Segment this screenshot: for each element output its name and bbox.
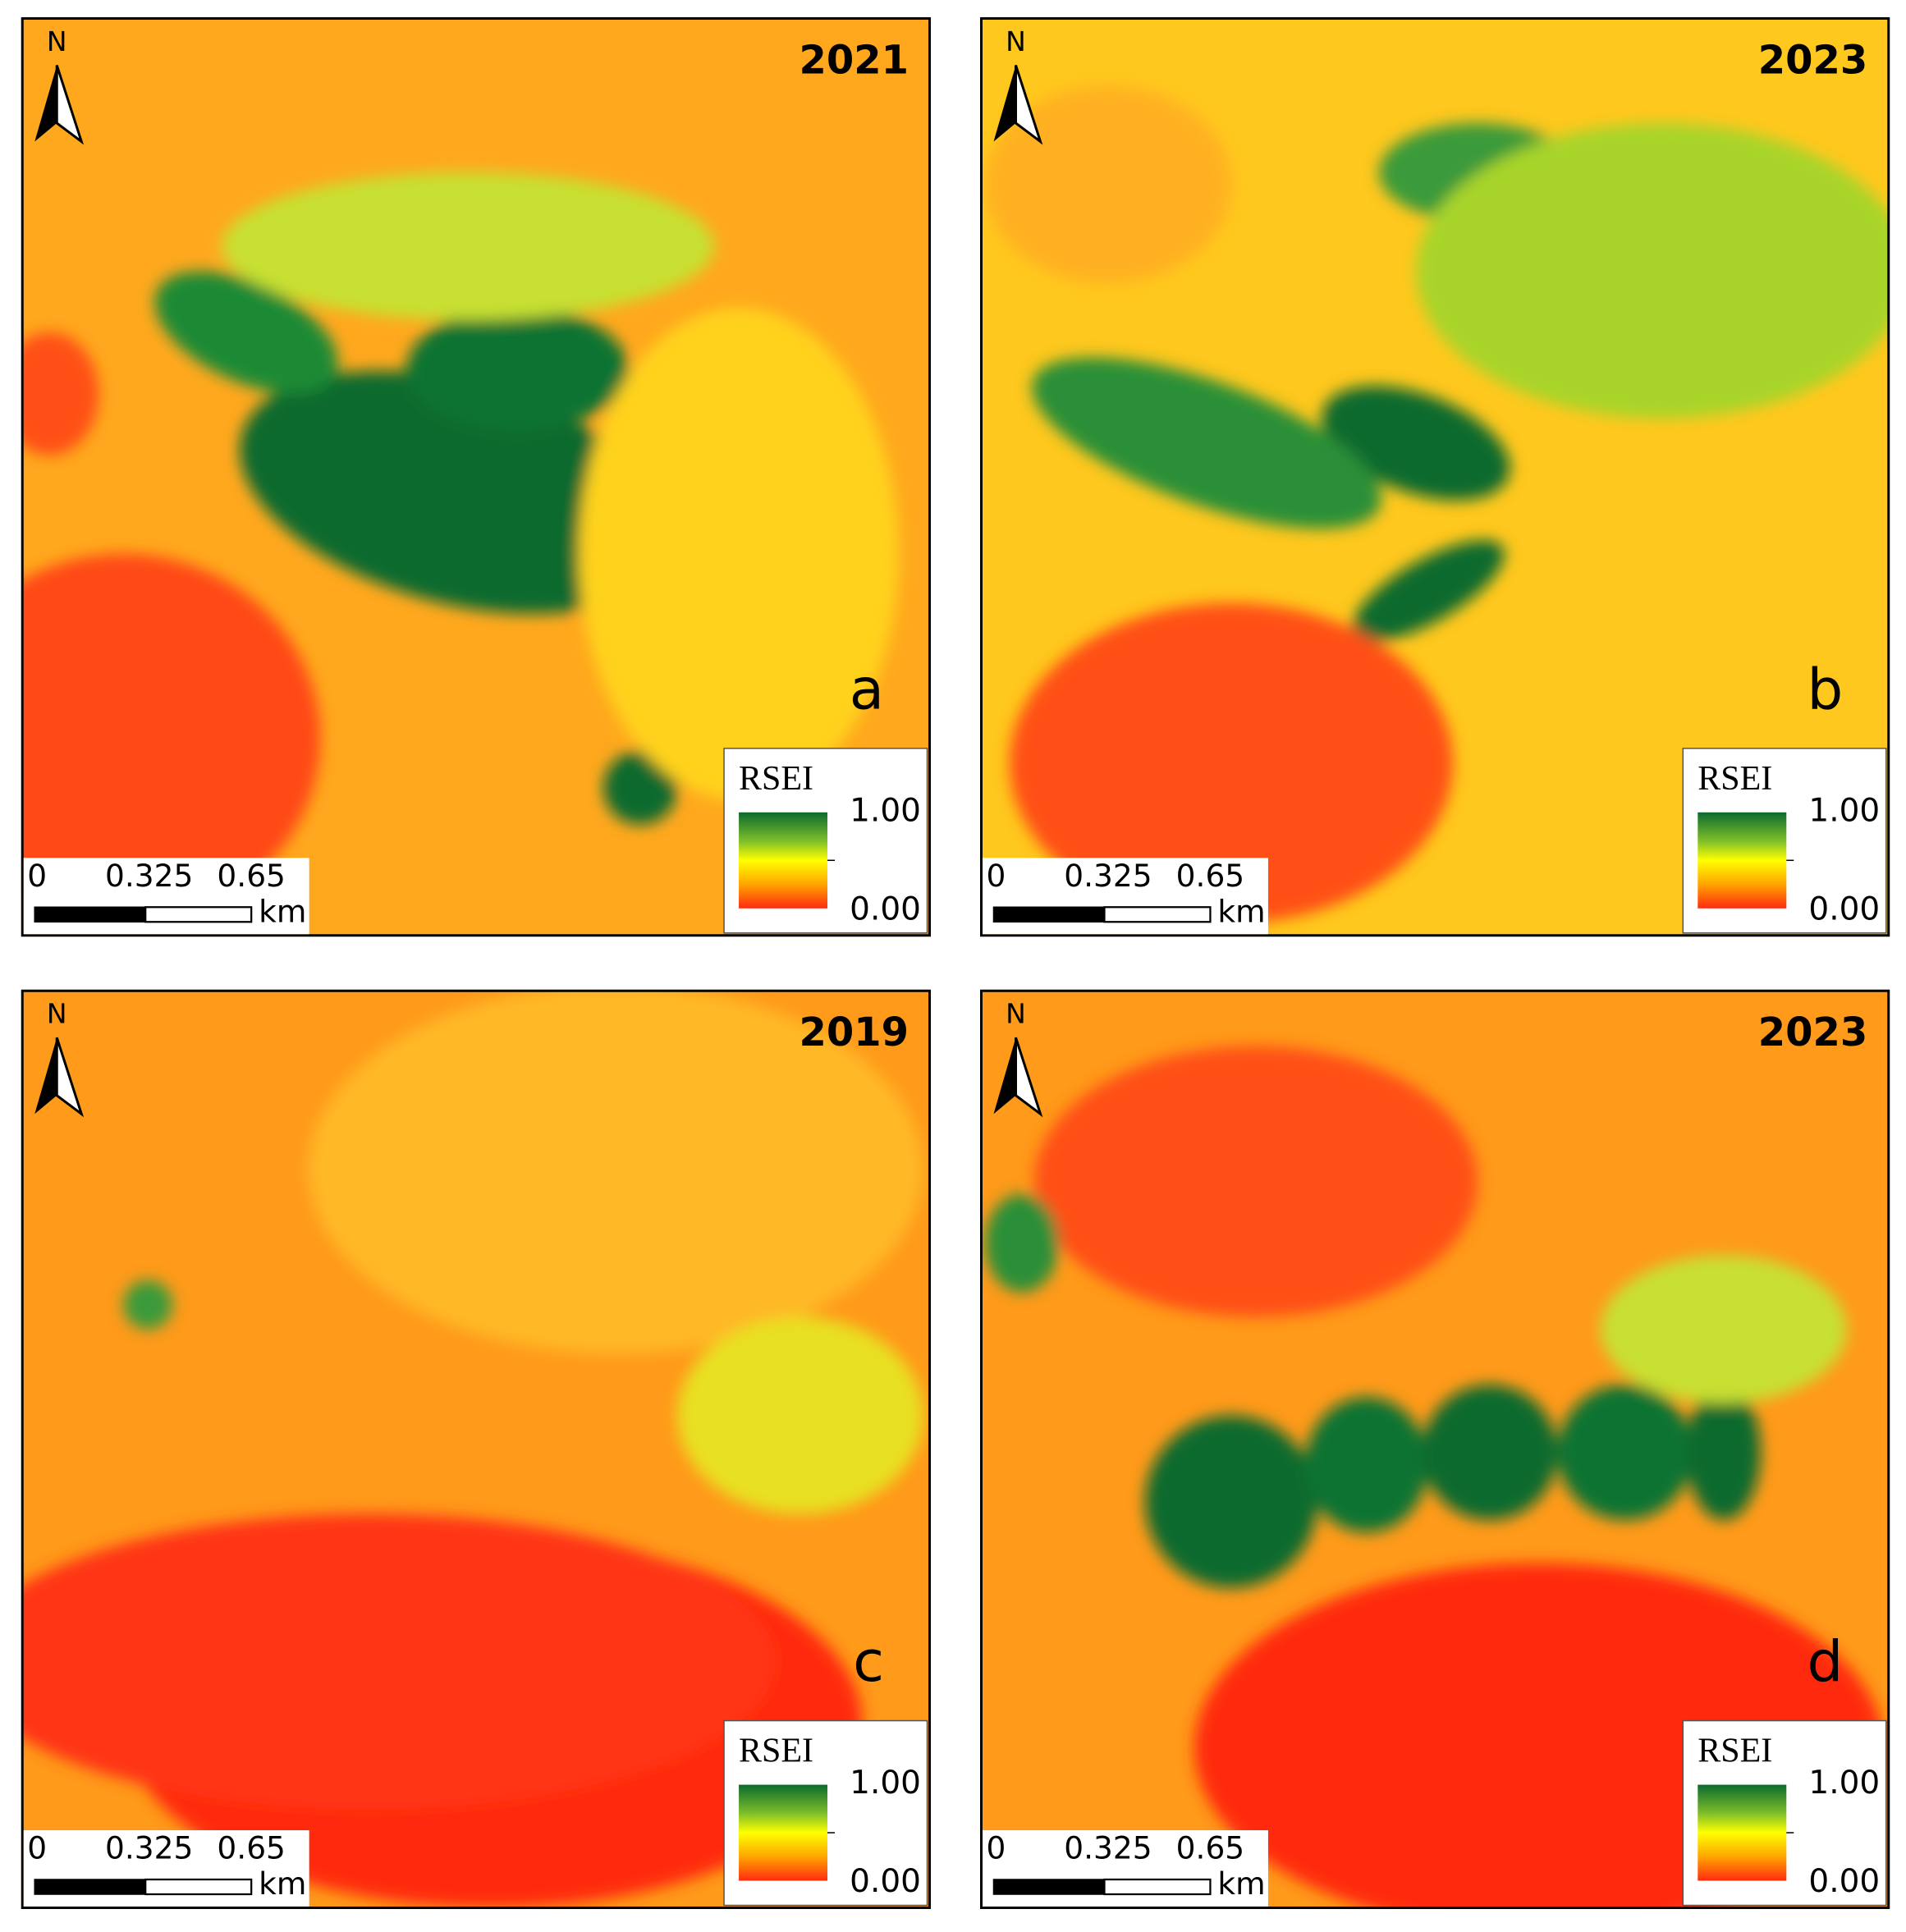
scale-bar-black [34, 1879, 146, 1895]
legend-title: RSEI [1698, 1733, 1772, 1770]
land-patch [22, 1513, 776, 1810]
scale-bar-black [992, 1879, 1106, 1895]
land-patch [406, 307, 629, 431]
scale-unit: km [1217, 893, 1265, 929]
scale-unit: km [1217, 1866, 1265, 1902]
land-patch [1033, 1046, 1478, 1317]
north-arrow-right [55, 65, 85, 145]
scale-unit: km [259, 1866, 306, 1902]
panel-letter: d [1807, 1629, 1843, 1695]
panel-year: 2023 [1758, 37, 1868, 83]
land-patch [1422, 1385, 1558, 1521]
panel-frame [979, 16, 1890, 937]
land-patch [1009, 602, 1453, 923]
legend-title: RSEI [739, 760, 813, 798]
land-patch [603, 750, 678, 825]
legend-min: 0.00 [850, 890, 921, 927]
scale-bar-white [1103, 906, 1212, 923]
scale-label: 0 [27, 1830, 47, 1866]
north-arrow-left [993, 1037, 1016, 1115]
panel-letter: c [853, 1629, 884, 1695]
legend-max: 1.00 [1808, 1765, 1880, 1802]
scale-label: 0.65 [217, 1830, 285, 1866]
scale-label: 0 [27, 858, 47, 894]
scale-label: 0.325 [105, 858, 193, 894]
scale-label: 0.325 [1064, 858, 1152, 894]
land-patch [579, 307, 900, 800]
scale-label: 0.65 [1176, 858, 1244, 894]
scale-label: 0.325 [105, 1830, 193, 1866]
panel-letter: b [1807, 657, 1843, 722]
legend-title: RSEI [1698, 760, 1772, 798]
legend-max: 1.00 [850, 1765, 921, 1802]
land-patch [1031, 357, 1381, 529]
north-label: N [47, 25, 67, 57]
land-patch [1557, 1385, 1693, 1521]
map-texture [22, 172, 900, 923]
scale-bar-white [144, 906, 253, 923]
map-image [22, 991, 930, 1908]
scale-bar-white [144, 1878, 253, 1896]
map-image [22, 18, 930, 936]
map-image [981, 991, 1889, 1908]
map-texture [22, 991, 924, 1908]
legend-min: 0.00 [1808, 1863, 1880, 1900]
scale-bar-black [992, 906, 1106, 923]
scale-label: 0.65 [1176, 1830, 1244, 1866]
scale-bar-white [1103, 1878, 1212, 1896]
legend-title: RSEI [739, 1733, 813, 1770]
legend-ramp [739, 812, 828, 909]
legend-max: 1.00 [850, 792, 921, 829]
panel-frame [21, 989, 932, 1910]
scale-label: 0.325 [1064, 1830, 1152, 1866]
panel-year: 2019 [799, 1009, 909, 1055]
north-label: N [1006, 25, 1026, 57]
north-label: N [1006, 998, 1026, 1030]
panel-letter: a [850, 657, 884, 722]
legend-min: 0.00 [850, 1863, 921, 1900]
north-arrow-right [1014, 65, 1043, 145]
land-patch [308, 991, 923, 1354]
land-patch [677, 1316, 924, 1514]
land-patch [240, 370, 672, 614]
panel-year: 2021 [799, 37, 909, 83]
legend-min: 0.00 [1808, 890, 1880, 927]
land-patch [222, 172, 715, 320]
land-patch [984, 1193, 1059, 1293]
north-label: N [47, 998, 67, 1030]
scale-label: 0 [987, 1830, 1006, 1866]
legend-ramp [739, 1784, 828, 1881]
north-arrow-left [34, 1037, 57, 1115]
scale-bar-black [34, 906, 146, 923]
map-texture [984, 85, 1889, 923]
land-patch [22, 553, 321, 923]
land-patch [1144, 1415, 1317, 1588]
land-patch [1600, 1255, 1847, 1403]
land-patch [154, 271, 338, 394]
scale-unit: km [259, 893, 306, 929]
legend-ramp [1698, 812, 1787, 909]
legend-max: 1.00 [1808, 792, 1880, 829]
scale-label: 0 [987, 858, 1006, 894]
land-patch [984, 85, 1231, 283]
panel-year: 2023 [1758, 1009, 1868, 1055]
land-patch [1352, 540, 1505, 642]
land-patch [1415, 123, 1889, 419]
land-patch [1304, 1397, 1428, 1533]
north-arrow-right [55, 1037, 85, 1118]
north-arrow-right [1014, 1037, 1043, 1118]
legend-ramp [1698, 1784, 1787, 1881]
land-patch [22, 332, 99, 456]
land-patch [1686, 1385, 1761, 1521]
scale-label: 0.65 [217, 858, 285, 894]
panel-frame [979, 989, 1890, 1910]
panel-frame [21, 16, 932, 937]
land-patch [123, 1280, 173, 1330]
